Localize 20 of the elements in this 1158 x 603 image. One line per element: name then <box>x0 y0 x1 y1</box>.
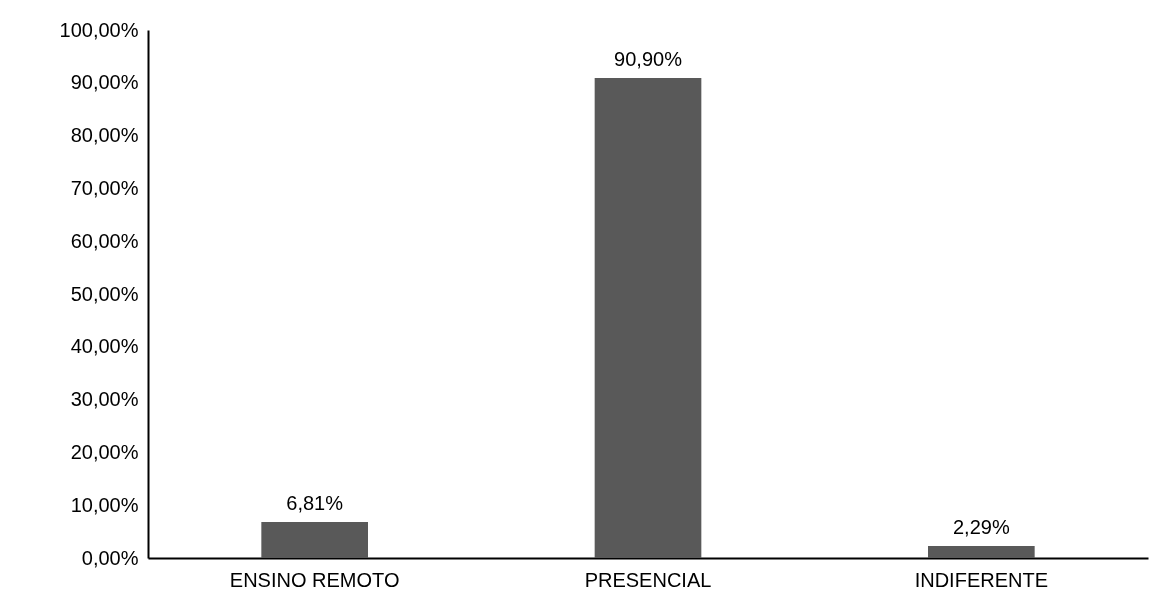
data-label: 90,90% <box>614 48 683 71</box>
data-label: 2,29% <box>952 515 1010 538</box>
x-tick-label: PRESENCIAL <box>584 568 712 591</box>
y-tick-label: 70,00% <box>70 176 139 199</box>
x-tick-label: ENSINO REMOTO <box>229 568 400 591</box>
x-tick-label: INDIFERENTE <box>914 568 1049 591</box>
data-label: 6,81% <box>286 492 344 515</box>
y-tick-label: 90,00% <box>70 71 139 94</box>
y-tick-label: 20,00% <box>70 440 139 463</box>
y-tick-label: 60,00% <box>70 229 139 252</box>
y-tick-label: 80,00% <box>70 124 139 147</box>
bar <box>594 78 702 558</box>
y-tick-label: 10,00% <box>70 493 139 516</box>
y-tick-label: 100,00% <box>59 18 139 41</box>
bar <box>928 545 1035 558</box>
y-tick-label: 30,00% <box>70 388 139 411</box>
bar <box>261 522 368 558</box>
y-tick-label: 40,00% <box>70 335 139 358</box>
y-tick-label: 0,00% <box>81 546 139 569</box>
y-tick-label: 50,00% <box>70 282 139 305</box>
